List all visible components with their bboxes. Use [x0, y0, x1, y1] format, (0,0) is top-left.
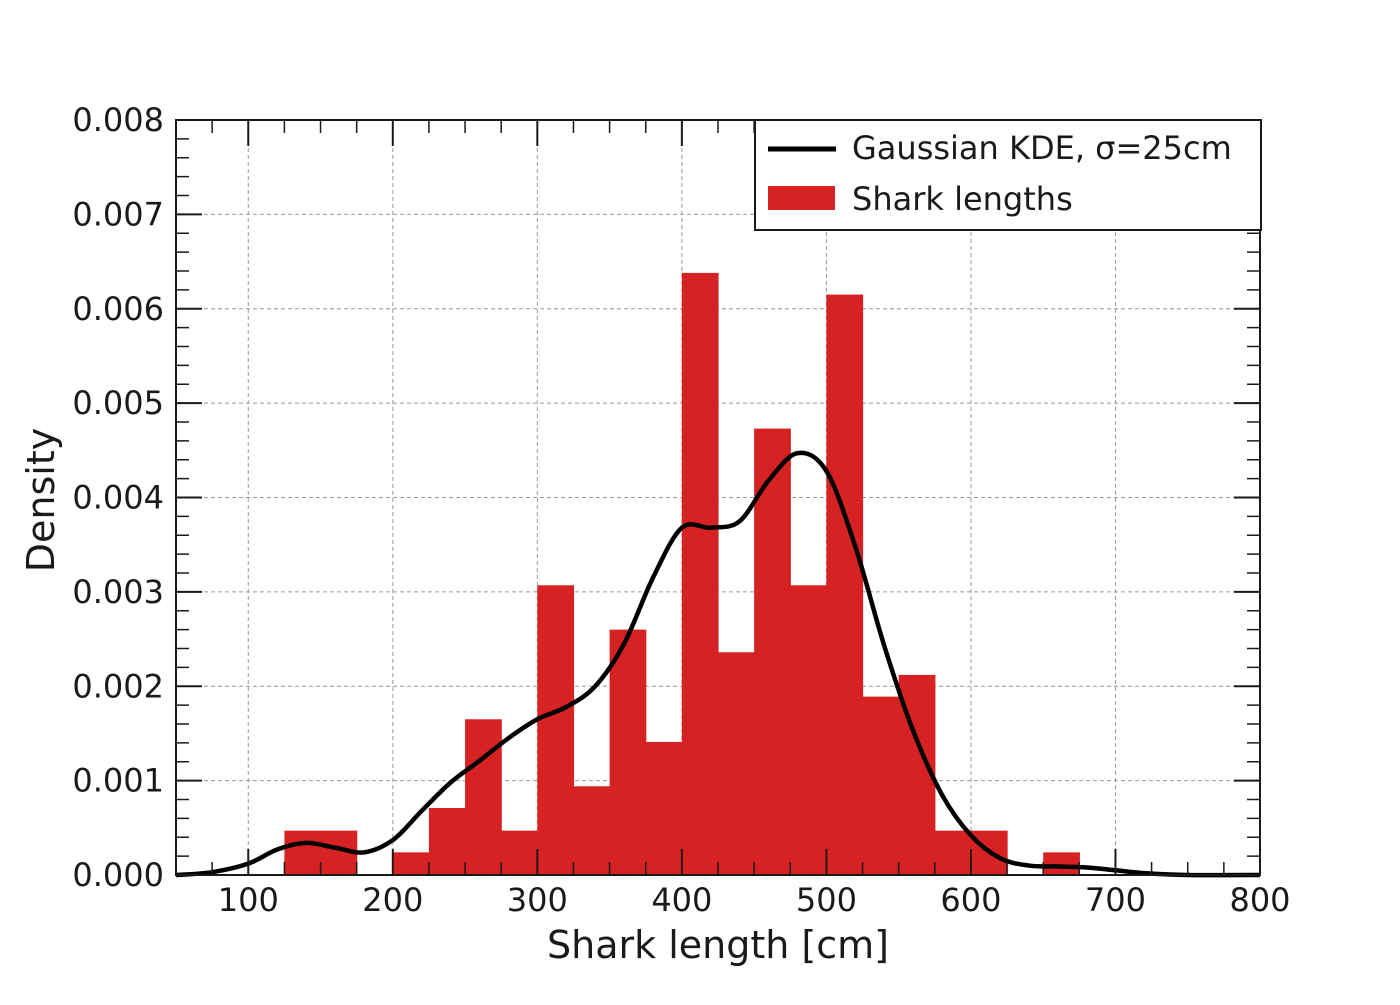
legend-kde-label: Gaussian KDE, σ=25cm: [852, 129, 1232, 167]
legend-bar-swatch: [768, 186, 835, 210]
kde-curve: [175, 450, 1261, 878]
histogram-bar: [573, 786, 611, 875]
histogram-bars: [284, 272, 1080, 875]
x-axis-label: Shark length [cm]: [547, 923, 889, 967]
histogram-bar: [537, 585, 575, 875]
y-tick-label: 0.002: [72, 667, 164, 705]
x-tick-label: 100: [218, 881, 279, 919]
histogram-bar: [392, 852, 430, 875]
x-tick-label: 800: [1229, 881, 1290, 919]
x-tick-label: 300: [507, 881, 568, 919]
x-tick-label: 600: [940, 881, 1001, 919]
histogram-bar: [609, 629, 647, 875]
kde-curve-layer: [175, 450, 1261, 878]
x-tick-label: 500: [796, 881, 857, 919]
histogram-bar: [645, 741, 683, 875]
y-tick-label: 0.003: [72, 573, 164, 611]
y-tick-label: 0.005: [72, 384, 164, 422]
x-tick-labels: 100 200 300 400 500 600 700 800: [218, 881, 1291, 919]
y-tick-label: 0.006: [72, 290, 164, 328]
histogram-bar: [465, 719, 502, 875]
histogram-bar: [790, 585, 827, 875]
histogram-bar: [862, 696, 900, 875]
histogram-bar: [681, 272, 719, 875]
histogram-bar: [754, 428, 791, 875]
x-tick-label: 700: [1085, 881, 1146, 919]
y-tick-label: 0.004: [72, 479, 164, 517]
histogram-bar: [718, 652, 755, 875]
legend-box: [754, 119, 1262, 231]
y-tick-label: 0.001: [72, 762, 164, 800]
y-tick-label: 0.008: [72, 101, 164, 139]
legend-bar-label: Shark lengths: [852, 180, 1073, 218]
y-tick-labels: 0.000 0.001 0.002 0.003 0.004 0.005 0.006 0.007…: [72, 101, 164, 894]
y-tick-label: 0.000: [72, 856, 164, 894]
histogram-bar: [501, 830, 538, 875]
axis-ticks: [176, 119, 1261, 876]
histogram-bar: [826, 294, 864, 875]
x-tick-label: 200: [362, 881, 423, 919]
histogram-bar: [1043, 852, 1080, 875]
histogram-bar: [284, 830, 322, 875]
y-axis-label: Density: [19, 428, 63, 572]
legend: Gaussian KDE, σ=25cm Shark lengths: [754, 119, 1262, 231]
histogram-bar: [428, 807, 466, 875]
x-tick-label: 400: [651, 881, 712, 919]
y-tick-label: 0.007: [72, 195, 164, 233]
histogram-bar: [934, 830, 972, 875]
